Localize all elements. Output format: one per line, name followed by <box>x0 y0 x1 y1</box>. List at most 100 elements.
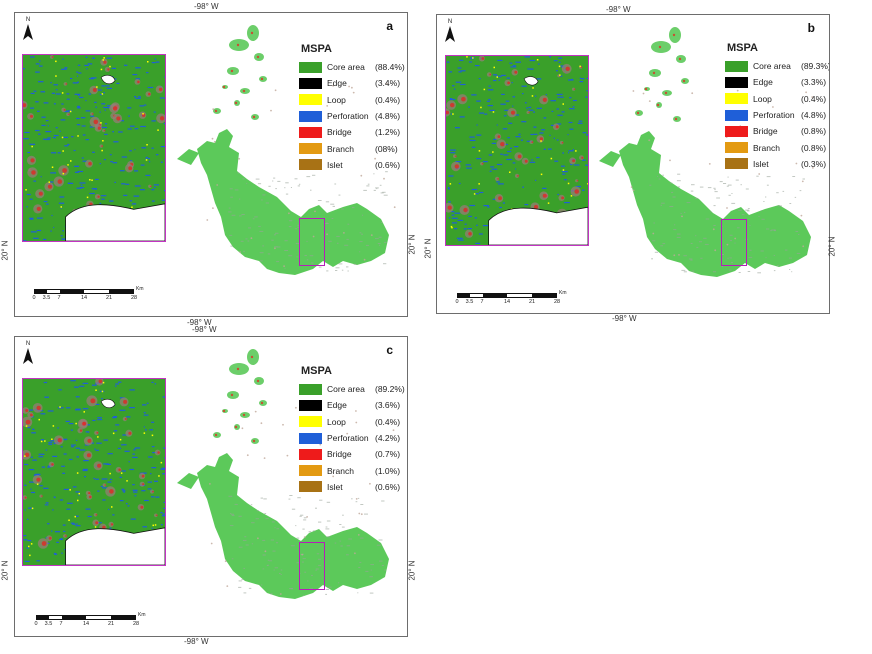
legend-percent: (0.3%) <box>801 158 827 169</box>
scale-tick-label: 21 <box>107 621 115 627</box>
scale-tick-label: 28 <box>553 299 561 305</box>
lon-label-bottom-c: -98° W <box>184 637 209 646</box>
north-arrow-icon: N <box>21 17 35 41</box>
scale-tick-label: 0 <box>455 299 459 305</box>
legend-swatch <box>725 60 748 72</box>
legend-item: Branch (0.8%) <box>725 139 829 155</box>
north-arrow-icon: N <box>21 341 35 365</box>
map-panel-b: b N MSPA Core area (89.3%) Edge (3.3%) Loop (… <box>436 14 830 314</box>
legend-percent: (4.8%) <box>801 110 827 121</box>
legend-item: Perforation (4.8%) <box>725 107 829 123</box>
legend-item: Core area (89.2%) <box>299 381 407 397</box>
scale-tick-label: 7 <box>59 621 63 627</box>
legend-item: Bridge (0.7%) <box>299 446 407 462</box>
scale-tick-label: 3.5 <box>42 295 51 301</box>
legend-label: Loop <box>327 94 346 105</box>
legend-label: Edge <box>753 77 773 88</box>
lat-label-right-a: 20° N <box>407 234 417 255</box>
legend-swatch <box>725 93 748 105</box>
scale-tick-label: 14 <box>503 299 511 305</box>
legend-percent: (0.6%) <box>375 159 401 170</box>
legend-item: Edge (3.3%) <box>725 74 829 90</box>
legend-c: MSPA Core area (89.2%) Edge (3.6%) Loop (0.4%… <box>299 365 407 495</box>
north-label: N <box>447 19 453 25</box>
legend-label: Perforation <box>753 110 795 121</box>
north-label: N <box>25 341 31 347</box>
inset-map-graphic <box>23 379 165 565</box>
zoom-extent-box-a <box>299 218 325 266</box>
legend-b: MSPA Core area (89.3%) Edge (3.3%) Loop (0.4%… <box>725 42 830 172</box>
scale-unit: Km <box>559 290 567 296</box>
inset-map-graphic <box>446 56 588 245</box>
legend-label: Core area <box>753 61 791 72</box>
panel-letter: b <box>807 21 815 35</box>
legend-label: Branch <box>327 465 354 476</box>
scale-tick-label: 7 <box>57 295 61 301</box>
scale-tick-label: 21 <box>105 295 113 301</box>
north-arrow-icon: N <box>443 19 457 43</box>
inset-map-a <box>22 54 166 242</box>
legend-swatch <box>299 448 322 460</box>
legend-item: Edge (3.6%) <box>299 397 407 413</box>
legend-swatch <box>299 110 322 122</box>
legend-label: Edge <box>327 400 347 411</box>
north-label: N <box>25 17 31 23</box>
legend-percent: (3.6%) <box>375 400 401 411</box>
scale-tick-label: 14 <box>80 295 88 301</box>
legend-percent: (3.3%) <box>801 77 827 88</box>
legend-percent: (0.6%) <box>375 481 401 492</box>
scale-tick-label: 7 <box>480 299 484 305</box>
legend-label: Core area <box>327 62 365 73</box>
legend-title: MSPA <box>727 42 758 54</box>
legend-item: Islet (0.6%) <box>299 479 407 495</box>
scale-bar-b: 0 3.5 7 14 21 28 Km <box>455 290 566 307</box>
lat-label-left-b: 20° N <box>423 238 433 259</box>
legend-swatch <box>299 126 322 138</box>
mainland-map-a <box>167 21 407 281</box>
legend-percent: (1.0%) <box>375 465 401 476</box>
lat-label-right-b: 20° N <box>827 236 837 257</box>
zoom-extent-box-b <box>721 219 747 266</box>
legend-item: Edge (3.4%) <box>299 75 407 91</box>
legend-item: Bridge (0.8%) <box>725 123 829 139</box>
legend-swatch <box>299 159 322 171</box>
panel-letter: a <box>386 19 393 33</box>
lon-label-bottom-b: -98° W <box>612 314 637 323</box>
mainland-map-b <box>589 23 829 283</box>
legend-title: MSPA <box>301 43 332 55</box>
legend-percent: (0.8%) <box>801 126 827 137</box>
legend-percent: (89.2%) <box>375 384 405 395</box>
legend-item: Perforation (4.8%) <box>299 108 407 124</box>
legend-percent: (1.2%) <box>375 127 401 138</box>
legend-swatch <box>299 383 322 395</box>
legend-label: Islet <box>753 158 769 169</box>
legend-label: Perforation <box>327 111 369 122</box>
scale-tick-label: 0 <box>34 621 38 627</box>
legend-label: Bridge <box>327 449 352 460</box>
legend-swatch <box>725 109 748 121</box>
legend-label: Islet <box>327 159 343 170</box>
legend-swatch <box>725 125 748 137</box>
scale-tick-label: 28 <box>130 295 138 301</box>
legend-label: Bridge <box>753 126 778 137</box>
legend-title: MSPA <box>301 365 332 377</box>
scale-tick-label: 3.5 <box>465 299 474 305</box>
lon-label-top-b: -98° W <box>606 5 631 14</box>
inset-map-graphic <box>23 55 165 241</box>
legend-swatch <box>299 61 322 73</box>
legend-percent: (3.4%) <box>375 78 401 89</box>
legend-percent: (88.4%) <box>375 62 405 73</box>
legend-swatch <box>725 76 748 88</box>
legend-item: Loop (0.4%) <box>299 92 407 108</box>
legend-percent: (89.3%) <box>801 61 830 72</box>
scale-bar-a: 0 3.5 7 14 21 28 Km <box>32 286 143 303</box>
scale-unit: Km <box>136 286 144 292</box>
legend-item: Bridge (1.2%) <box>299 124 407 140</box>
legend-label: Branch <box>327 143 354 154</box>
legend-label: Edge <box>327 78 347 89</box>
legend-percent: (4.8%) <box>375 111 401 122</box>
lat-label-left-c: 20° N <box>0 560 10 581</box>
lon-label-top-c: -98° W <box>192 325 217 334</box>
legend-swatch <box>299 465 322 477</box>
lat-label-left-a: 20° N <box>0 240 10 261</box>
